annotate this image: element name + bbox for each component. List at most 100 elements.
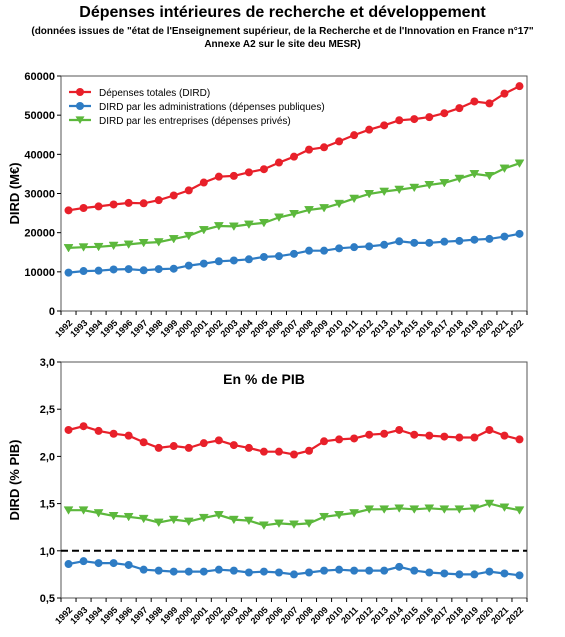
data-point-circle [470, 570, 479, 579]
data-point-circle [109, 265, 118, 274]
data-point-circle [184, 567, 193, 576]
data-point-circle [500, 232, 509, 241]
data-point-circle [139, 438, 148, 447]
data-point-triangle [63, 506, 74, 515]
data-point-circle [335, 435, 344, 444]
data-point-circle [305, 246, 314, 255]
data-point-circle [169, 567, 178, 576]
data-point-circle [380, 429, 389, 438]
data-point-circle [199, 567, 208, 576]
data-point-circle [64, 560, 73, 569]
data-point-circle [485, 99, 494, 108]
data-point-circle [320, 437, 329, 446]
data-point-circle [154, 443, 163, 452]
y-tick-label: 0,5 [40, 593, 55, 605]
dird-amount-chart: 0100002000030000400005000060000199219931… [7, 71, 528, 339]
data-point-circle [335, 137, 344, 146]
data-point-triangle [228, 515, 239, 525]
data-point-triangle [153, 238, 164, 247]
data-point-circle [229, 256, 238, 265]
y-axis-label: DIRD (M€) [7, 162, 22, 224]
data-point-circle [455, 433, 464, 442]
subtitle-line-2: Annexe A2 sur le site deu MESR) [204, 39, 361, 50]
data-point-circle [515, 229, 524, 238]
data-point-circle [79, 557, 88, 566]
data-point-triangle [243, 516, 254, 526]
data-point-triangle [243, 220, 254, 229]
data-point-triangle [198, 226, 209, 235]
data-point-circle [290, 152, 298, 161]
data-point-circle [350, 566, 359, 575]
data-point-circle [425, 431, 434, 440]
data-point-circle [380, 121, 389, 130]
data-point-circle [515, 571, 524, 580]
data-point-triangle [108, 512, 119, 521]
data-point-triangle [319, 204, 330, 213]
data-point-circle [199, 178, 208, 187]
data-point-circle [365, 242, 374, 251]
data-point-circle [79, 267, 88, 276]
data-point-triangle [439, 505, 450, 514]
data-point-circle [395, 562, 404, 571]
y-tick-label: 60000 [24, 71, 55, 83]
y-tick-label: 40000 [24, 149, 55, 161]
legend-label: DIRD par les entreprises (dépenses privé… [99, 116, 291, 127]
data-point-circle [109, 559, 118, 568]
data-point-circle [259, 447, 268, 456]
data-point-circle [169, 191, 178, 200]
data-point-triangle [364, 505, 375, 514]
data-point-circle [139, 565, 148, 574]
data-point-circle [410, 115, 419, 124]
data-point-triangle [409, 183, 420, 193]
y-axis-label: DIRD (% PIB) [7, 440, 22, 521]
data-point-circle [79, 422, 88, 431]
data-point-circle [79, 203, 88, 212]
data-point-circle [500, 569, 509, 578]
data-point-triangle [469, 170, 480, 179]
data-point-circle [64, 268, 73, 277]
y-tick-label: 2,0 [40, 451, 55, 463]
data-point-circle [485, 567, 494, 576]
legend-marker [76, 102, 84, 110]
data-point-circle [350, 434, 359, 443]
data-point-triangle [424, 504, 435, 513]
data-point-triangle [349, 194, 360, 204]
data-point-circle [64, 425, 73, 434]
subtitle-line-1: (données issues de "état de l'Enseigneme… [31, 26, 534, 37]
data-point-triangle [93, 509, 104, 518]
data-point-circle [365, 430, 374, 439]
data-point-circle [410, 566, 419, 575]
data-point-circle [214, 565, 223, 574]
data-point-triangle [289, 210, 299, 219]
data-point-circle [395, 116, 404, 125]
data-point-triangle [183, 231, 194, 241]
data-point-circle [485, 234, 494, 243]
data-point-circle [320, 566, 329, 575]
data-point-triangle [334, 511, 345, 520]
data-point-circle [244, 168, 253, 177]
data-point-circle [350, 131, 359, 140]
data-point-triangle [274, 213, 284, 222]
data-point-circle [305, 568, 314, 577]
page-title: Dépenses intérieures de recherche et dév… [79, 4, 486, 21]
data-point-triangle [258, 219, 269, 228]
data-point-triangle [304, 519, 314, 528]
data-point-triangle [168, 515, 179, 525]
y-tick-label: 2,5 [40, 404, 55, 416]
x-tick-label: 2022 [504, 605, 525, 626]
data-point-circle [410, 238, 419, 247]
data-point-triangle [319, 512, 330, 522]
data-point-triangle [168, 235, 179, 244]
chart-title: En % de PIB [223, 371, 305, 387]
data-point-circle [169, 442, 178, 451]
data-point-circle [515, 82, 524, 91]
data-point-triangle [213, 511, 224, 520]
data-point-triangle [424, 181, 435, 190]
data-point-circle [94, 266, 103, 275]
data-point-triangle [289, 520, 299, 529]
y-tick-label: 50000 [24, 110, 55, 122]
data-point-circle [320, 246, 329, 255]
data-point-triangle [228, 222, 239, 231]
data-point-circle [455, 104, 464, 113]
